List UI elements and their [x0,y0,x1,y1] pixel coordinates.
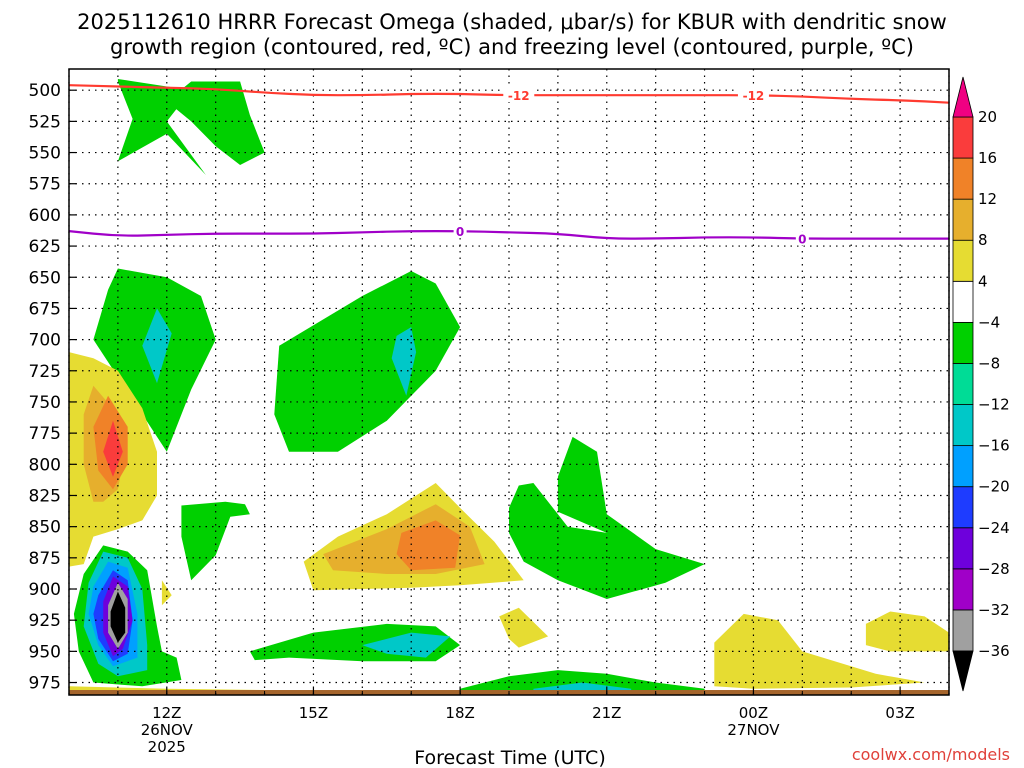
ytick-label-750: 750 [29,393,61,413]
colorbar-box-10 [952,198,974,241]
colorbar-label-8: −4 [978,313,1000,331]
ytick-label-900: 900 [29,580,61,600]
ytick-label-725: 725 [29,362,61,382]
contour-label-bg-0-1 [737,88,769,103]
colorbar-arrow-high [952,76,974,118]
ytick-label-525: 525 [29,112,61,132]
xtick-label-27-0: 03Z [885,704,914,722]
temperature-contours: -12 -12 0 0 [69,84,949,247]
colorbar-label-2: −28 [978,560,1010,578]
ytick-label-850: 850 [29,518,61,538]
contour-label-bg-1-0 [453,224,467,239]
omega-region-4 [274,271,461,452]
colorbar-label-4: −20 [978,478,1010,496]
xtick-label-24-1: 27NOV [727,721,780,739]
xtick-label-15-0: 15Z [299,704,328,722]
x-axis-label: Forecast Time (UTC) [414,747,605,768]
colorbar-label-11: 12 [978,190,997,208]
colorbar-label-1: −32 [978,601,1010,619]
colorbar-box-3 [952,486,974,529]
colorbar-arrow-low [952,650,974,692]
omega-region-17 [499,607,549,648]
colorbar-box-1 [952,568,974,611]
colorbar-label-10: 8 [978,231,988,249]
contour-label-0-1: -12 [743,89,765,103]
ytick-label-700: 700 [29,331,61,351]
colorbar-label-12: 16 [978,149,997,167]
omega-region-20 [161,580,172,606]
ytick-label-650: 650 [29,268,61,288]
omega-region-16 [396,520,461,571]
ytick-label-575: 575 [29,175,61,195]
omega-region-3 [142,308,172,384]
contour-label-1-0: 0 [456,225,464,239]
chart-title-line2: growth region (contoured, red, ºC) and f… [110,35,914,59]
colorbar-label-7: −8 [978,354,1000,372]
ytick-label-950: 950 [29,642,61,662]
omega-region-9 [362,632,451,658]
colorbar-box-0 [952,609,974,652]
colorbar-label-3: −24 [978,519,1010,537]
xtick-label-18-0: 18Z [445,704,474,722]
credit-text: coolwx.com/models [852,745,1010,764]
ytick-label-500: 500 [29,81,61,101]
colorbar-label-6: −12 [978,396,1010,414]
ytick-label-800: 800 [29,455,61,475]
contour-line-0 [69,84,949,104]
colorbar-label-5: −16 [978,437,1010,455]
omega-colorbar: −36 −32 −28 −24 −20 −16 −12 −8 −4 4 8 12 16 20 [952,76,1010,692]
contour-label-bg-1-1 [795,231,809,246]
xtick-label-21-0: 21Z [592,704,621,722]
ytick-label-600: 600 [29,206,61,226]
omega-region-1 [166,81,265,165]
colorbar-box-8 [952,280,974,323]
colorbar-box-12 [952,116,974,159]
omega-region-27 [110,591,126,643]
omega-region-13 [103,420,123,477]
omega-region-5 [391,327,417,396]
omega-region-19 [865,611,949,652]
colorbar-box-9 [952,239,974,282]
xtick-label-12-2: 2025 [148,738,186,756]
omega-region-6 [181,501,250,581]
ytick-label-675: 675 [29,299,61,319]
contour-label-bg-0-0 [503,88,535,103]
ytick-label-925: 925 [29,611,61,631]
colorbar-box-7 [952,321,974,364]
ytick-label-875: 875 [29,549,61,569]
ytick-label-775: 775 [29,424,61,444]
y-axis-ticks: 500 525 550 575 600 625 650 675 700 725 750 775 800 8… [29,81,76,694]
contour-label-0-0: -12 [508,89,530,103]
contour-label-1-1: 0 [798,233,806,247]
colorbar-box-2 [952,527,974,570]
colorbar-label-13: 20 [978,108,997,126]
colorbar-label-9: 4 [978,272,988,290]
xtick-label-12-0: 12Z [152,704,181,722]
colorbar-box-11 [952,157,974,200]
chart-title-line1: 2025112610 HRRR Forecast Omega (shaded, … [77,10,947,34]
xtick-label-24-0: 00Z [739,704,768,722]
ytick-label-825: 825 [29,486,61,506]
xtick-label-12-1: 26NOV [141,721,194,739]
ytick-label-975: 975 [29,674,61,694]
ytick-label-625: 625 [29,237,61,257]
omega-region-18 [714,613,925,689]
omega-region-0 [117,79,206,175]
colorbar-box-5 [952,404,974,447]
contour-line-1 [69,229,949,240]
colorbar-label-0: −36 [978,642,1010,660]
colorbar-box-6 [952,363,974,405]
colorbar-box-4 [952,445,974,488]
ytick-label-550: 550 [29,144,61,164]
